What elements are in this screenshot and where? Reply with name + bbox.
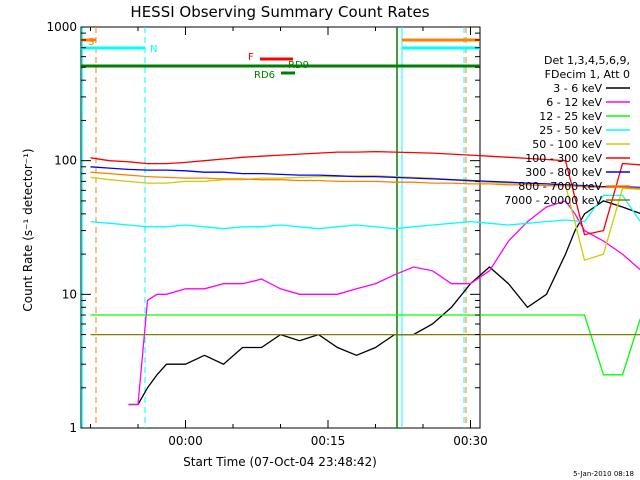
series-line-7	[90, 171, 640, 189]
series-line-0	[128, 200, 640, 406]
y-tick-label: 1000	[46, 20, 77, 34]
legend-label: 100 - 300 keV	[525, 152, 602, 165]
series-line-6	[90, 166, 640, 189]
y-tick-label: 1	[69, 421, 77, 435]
footer-timestamp: 5-Jan-2010 08:18	[573, 470, 634, 478]
legend-label: 3 - 6 keV	[553, 82, 602, 95]
series-line-1	[128, 200, 640, 406]
legend-header-2: FDecim 1, Att 0	[545, 68, 630, 81]
flare-label: F	[248, 52, 254, 63]
legend-label: 800 - 7000 keV	[518, 180, 602, 193]
series-line-2	[90, 314, 640, 376]
observing-markers: S N F RD9 RD6	[81, 27, 480, 428]
y-tick-label: 10	[62, 287, 77, 301]
series-line-8	[90, 333, 640, 336]
legend-label: 50 - 100 keV	[532, 138, 602, 151]
legend-label: 7000 - 20000 keV	[504, 194, 602, 207]
y-tick-label: 100	[54, 154, 77, 168]
series-line-5	[90, 150, 640, 236]
x-tick-label: 00:15	[311, 434, 346, 448]
legend-label: 25 - 50 keV	[539, 124, 602, 137]
x-axis-label: Start Time (07-Oct-04 23:48:42)	[183, 455, 377, 469]
rd9-label: RD9	[288, 60, 309, 71]
legend-label: 6 - 12 keV	[546, 96, 602, 109]
x-tick-label: 00:00	[168, 434, 203, 448]
plot-area	[80, 26, 481, 429]
series-line-3	[90, 194, 640, 230]
series-layer	[90, 150, 640, 406]
rd6-label: RD6	[254, 70, 275, 81]
y-axis-label: Count Rate (s⁻¹ detector⁻¹)	[21, 148, 35, 311]
chart-title: HESSI Observing Summary Count Rates	[130, 3, 429, 21]
legend-label: 300 - 800 keV	[525, 166, 602, 179]
night-label: N	[150, 44, 157, 55]
legend-header-1: Det 1,3,4,5,6,9,	[544, 54, 630, 67]
x-tick-label: 00:30	[453, 434, 488, 448]
plot-frame	[80, 26, 481, 429]
legend: Det 1,3,4,5,6,9,FDecim 1, Att 03 - 6 keV…	[504, 54, 630, 207]
saa-label: S	[88, 37, 94, 48]
legend-label: 12 - 25 keV	[539, 110, 602, 123]
axes: 00:00 00:15 00:30 1 10 100 1000	[46, 20, 487, 448]
